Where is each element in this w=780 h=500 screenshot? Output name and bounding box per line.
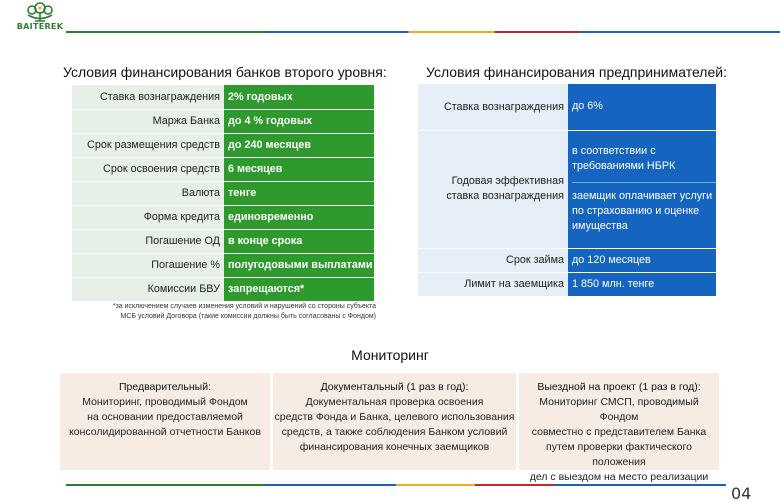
bottom-divider — [66, 484, 726, 486]
row-label: Погашение ОД — [72, 229, 224, 254]
table-row: Срок размещения средств до 240 месяцев — [72, 133, 374, 158]
baiterek-logo: BAITEREK — [8, 0, 72, 34]
table-row: Лимит на заемщика 1 850 млн. тенге — [418, 272, 716, 297]
table-row: Форма кредита единовременно — [72, 205, 374, 230]
logo-text: BAITEREK — [16, 22, 64, 31]
box-line: средств Фонда и Банка, целевого использо… — [274, 411, 515, 423]
banks-footnote: *за исключением случаев изменения услови… — [66, 302, 376, 322]
box-line: совместно с представителем Банка — [531, 426, 707, 438]
value-line: имущества — [572, 220, 628, 232]
monitoring-title: Мониторинг — [351, 347, 429, 363]
table-row: Ставка вознаграждения до 6% — [418, 84, 716, 131]
row-value: 1 850 млн. тенге — [568, 272, 716, 297]
label-line: ставка вознаграждения — [446, 190, 564, 202]
box-heading: Выездной на проект (1 раз в год): — [537, 381, 701, 393]
row-label: Погашение % — [72, 253, 224, 278]
row-value: до 120 месяцев — [568, 248, 716, 273]
box-line: на основании предоставляемой — [87, 411, 243, 423]
table-row: Ставка вознаграждения 2% годовых — [72, 85, 374, 110]
table-row: Маржа Банка до 4 % годовых — [72, 109, 374, 134]
label-line: Годовая эффективная — [451, 175, 564, 187]
row-label: Валюта — [72, 181, 224, 206]
row-label: Срок освоения средств — [72, 157, 224, 182]
row-label: Маржа Банка — [72, 109, 224, 134]
box-line: финансирования конечных заемщиков — [299, 441, 490, 453]
row-label: Комиссии БВУ — [72, 277, 224, 302]
monitoring-onsite-box: Выездной на проект (1 раз в год): Монито… — [519, 373, 719, 483]
monitoring-documentary-box: Документальный (1 раз в год): Документал… — [273, 373, 516, 470]
row-value: 6 месяцев — [224, 157, 374, 182]
value-divider — [572, 182, 716, 183]
box-line: Мониторинг СМСП, проводимый Фондом — [539, 396, 699, 423]
table-row: Комиссии БВУ запрещаются* — [72, 277, 374, 302]
box-line: консолидированной отчетности Банков — [69, 426, 261, 438]
row-value: тенге — [224, 181, 374, 206]
row-value: в соответствии с требованиями НБРК заемщ… — [568, 130, 716, 249]
row-value: до 240 месяцев — [224, 133, 374, 158]
banks-title: Условия финансирования банков второго ур… — [63, 64, 387, 80]
table-row: Валюта тенге — [72, 181, 374, 206]
tree-logo-icon — [27, 2, 53, 22]
box-line: путем проверки фактического положения — [546, 441, 692, 468]
entrepreneurs-title: Условия финансирования предпринимателей: — [426, 64, 727, 80]
box-heading: Документальный (1 раз в год): — [320, 381, 469, 393]
row-label: Годовая эффективная ставка вознаграждени… — [418, 130, 568, 249]
footnote-line: МСБ условий Договора (такие комиссии дол… — [120, 313, 376, 320]
table-row: Срок освоения средств 6 месяцев — [72, 157, 374, 182]
table-row: Погашение ОД в конце срока — [72, 229, 374, 254]
row-label: Форма кредита — [72, 205, 224, 230]
row-label: Лимит на заемщика — [418, 272, 568, 297]
row-value: запрещаются* — [224, 277, 374, 302]
footnote-line: *за исключением случаев изменения услови… — [112, 303, 376, 310]
table-row: Годовая эффективная ставка вознаграждени… — [418, 130, 716, 249]
row-value: единовременно — [224, 205, 374, 230]
page-number: 04 — [731, 484, 752, 500]
row-label: Ставка вознаграждения — [72, 85, 224, 110]
box-heading: Предварительный: — [118, 381, 212, 393]
box-line: дел с выездом на место реализации — [529, 471, 709, 483]
value-line: заемщик оплачивает услуги — [572, 190, 713, 202]
row-value: до 4 % годовых — [224, 109, 374, 134]
entrepreneurs-conditions-table: Ставка вознаграждения до 6% Годовая эффе… — [418, 84, 716, 297]
row-label: Ставка вознаграждения — [418, 84, 568, 131]
banks-conditions-table: Ставка вознаграждения 2% годовых Маржа Ба… — [72, 85, 374, 302]
row-value: до 6% — [568, 84, 716, 131]
row-label: Срок размещения средств — [72, 133, 224, 158]
box-line: средств, а также соблюдения Банком услов… — [281, 426, 508, 438]
top-divider — [66, 31, 780, 33]
row-value: в конце срока — [224, 229, 374, 254]
box-line: Мониторинг, проводимый Фондом — [82, 396, 248, 408]
row-label: Срок займа — [418, 248, 568, 273]
table-row: Срок займа до 120 месяцев — [418, 248, 716, 273]
row-value: 2% годовых — [224, 85, 374, 110]
box-line: Документальная проверка освоения — [305, 396, 484, 408]
table-row: Погашение % полугодовыми выплатами — [72, 253, 374, 278]
value-line: в соответствии с — [572, 145, 656, 157]
monitoring-preliminary-box: Предварительный: Мониторинг, проводимый … — [60, 373, 270, 470]
value-line: по страхованию и оценке — [572, 205, 700, 217]
row-value: полугодовыми выплатами — [224, 253, 374, 278]
value-line: требованиями НБРК — [572, 160, 676, 172]
